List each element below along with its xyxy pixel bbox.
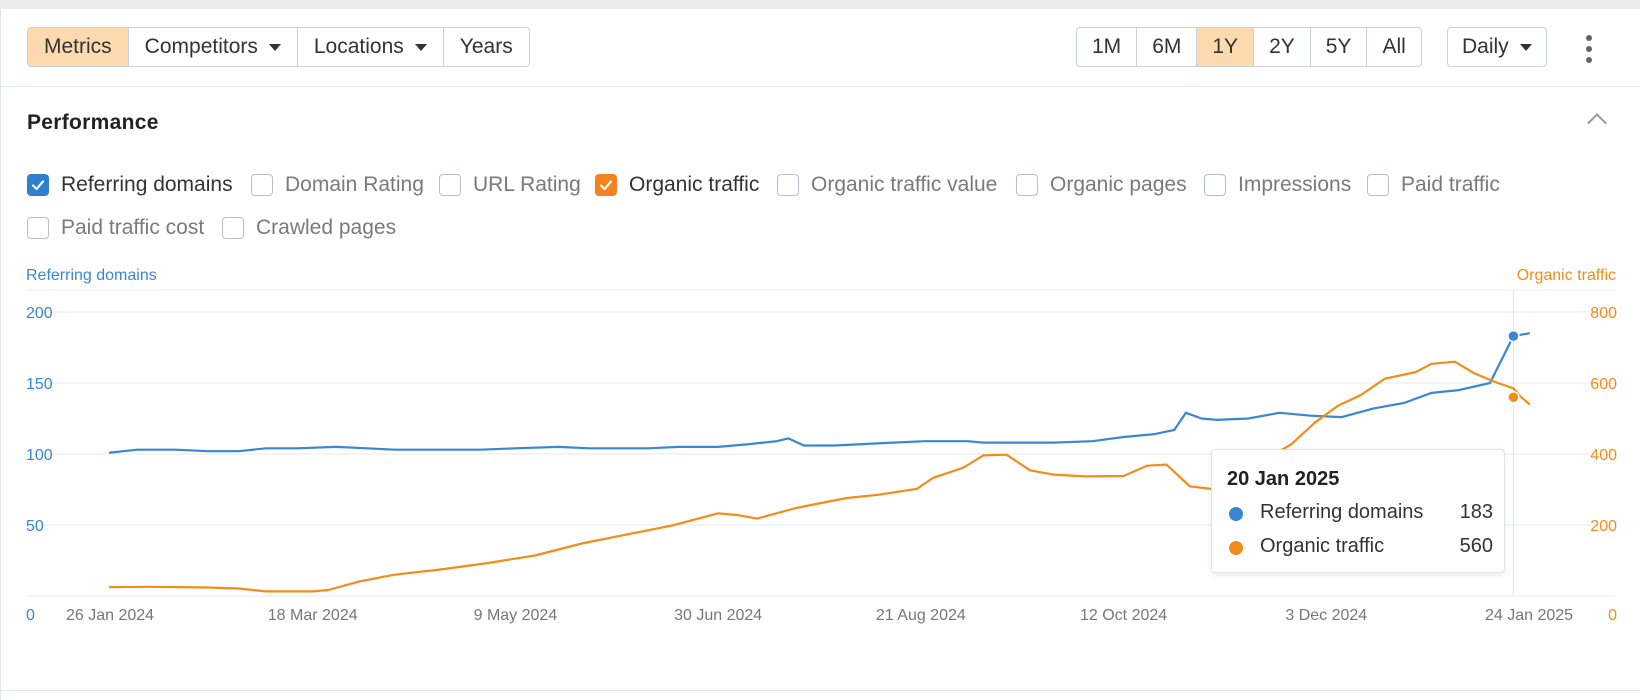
metric-checkbox-paid-traffic-cost[interactable]: Paid traffic cost: [27, 216, 204, 240]
tooltip-series-value: 560: [1459, 535, 1493, 557]
metric-label: Impressions: [1238, 173, 1352, 196]
metric-checkbox-domain-rating[interactable]: Domain Rating: [251, 173, 424, 197]
left-tick-label: 100: [26, 447, 53, 464]
tooltip-row-referring-domains: Referring domains 183: [1227, 501, 1493, 525]
metric-checkbox-crawled-pages[interactable]: Crawled pages: [222, 216, 396, 240]
view-tabs: Metrics Competitors Locations Years: [27, 27, 530, 67]
date-range-tabs: 1M 6M 1Y 2Y 5Y All: [1076, 27, 1422, 67]
tooltip-series-value: 183: [1459, 501, 1493, 523]
metric-checkbox-referring-domains[interactable]: Referring domains: [27, 173, 233, 197]
x-tick-label: 21 Aug 2024: [876, 607, 966, 624]
checkbox-icon: [595, 174, 617, 196]
series-line-referring-domains: [108, 332, 1531, 454]
range-all[interactable]: All: [1367, 28, 1420, 66]
range-1m[interactable]: 1M: [1077, 28, 1138, 66]
left-tick-label: 0: [26, 607, 35, 624]
kebab-menu-icon[interactable]: [1582, 35, 1596, 63]
chevron-down-icon: [414, 43, 427, 51]
checkbox-icon: [251, 174, 273, 196]
range-label: All: [1382, 35, 1406, 58]
hover-marker-organic-traffic: [1507, 390, 1520, 404]
metric-label: Paid traffic: [1401, 173, 1500, 196]
left-tick-label: 50: [26, 518, 44, 535]
performance-panel: Metrics Competitors Locations Years 1M 6M 1Y 2…: [0, 9, 1640, 700]
interval-select[interactable]: Daily: [1447, 27, 1547, 67]
series-line-organic-traffic: [108, 360, 1531, 593]
checkbox-icon: [1367, 174, 1389, 196]
left-tick-label: 150: [26, 376, 53, 393]
series-dot-icon: [1229, 541, 1243, 555]
tooltip-series-name: Organic traffic: [1260, 535, 1385, 557]
interval-label: Daily: [1462, 35, 1509, 58]
series-dot-icon: [1229, 507, 1243, 521]
checkbox-icon: [777, 174, 799, 196]
range-label: 6M: [1152, 35, 1182, 58]
hover-marker-referring-domains: [1507, 329, 1520, 343]
tooltip-series-name: Referring domains: [1260, 501, 1424, 523]
tab-locations[interactable]: Locations: [298, 28, 444, 66]
left-axis-title: Referring domains: [26, 267, 157, 284]
checkbox-icon: [27, 174, 49, 196]
checkbox-icon: [27, 217, 49, 239]
metric-label: Referring domains: [61, 173, 233, 196]
x-tick-label: 12 Oct 2024: [1080, 607, 1167, 624]
range-label: 1M: [1092, 35, 1122, 58]
checkbox-icon: [1204, 174, 1226, 196]
checkbox-icon: [1016, 174, 1038, 196]
metric-checkbox-impressions[interactable]: Impressions: [1204, 173, 1351, 197]
metric-checkbox-paid-traffic[interactable]: Paid traffic: [1367, 173, 1500, 197]
right-tick-label: 0: [1608, 607, 1617, 624]
metric-label: Organic traffic value: [811, 173, 998, 196]
metric-label: Paid traffic cost: [61, 216, 205, 239]
tab-years[interactable]: Years: [444, 28, 529, 66]
metric-label: Crawled pages: [256, 216, 397, 239]
tab-metrics[interactable]: Metrics: [28, 28, 129, 66]
tab-label: Years: [459, 35, 513, 58]
range-label: 5Y: [1325, 35, 1352, 58]
metric-label: Domain Rating: [285, 173, 424, 196]
chevron-down-icon: [268, 43, 281, 51]
divider: [1, 690, 1640, 691]
range-5y[interactable]: 5Y: [1311, 28, 1368, 66]
x-tick-label: 3 Dec 2024: [1285, 607, 1367, 624]
x-tick-label: 26 Jan 2024: [66, 607, 154, 624]
chart-tooltip: 20 Jan 2025 Referring domains 183 Organi…: [1211, 449, 1505, 573]
x-tick-label: 30 Jun 2024: [674, 607, 762, 624]
right-tick-label: 200: [1590, 518, 1617, 535]
metric-label: Organic pages: [1050, 173, 1187, 196]
checkbox-icon: [222, 217, 244, 239]
x-tick-label: 18 Mar 2024: [268, 607, 358, 624]
right-tick-label: 800: [1590, 305, 1617, 322]
interval-dropdown[interactable]: Daily: [1448, 28, 1546, 66]
metric-label: URL Rating: [473, 173, 581, 196]
range-1y[interactable]: 1Y: [1197, 28, 1255, 66]
right-tick-label: 600: [1590, 376, 1617, 393]
tooltip-date: 20 Jan 2025: [1227, 468, 1340, 490]
metric-label: Organic traffic: [629, 173, 760, 196]
metric-checkbox-organic-pages[interactable]: Organic pages: [1016, 173, 1187, 197]
tab-label: Metrics: [44, 35, 112, 58]
toolbar: Metrics Competitors Locations Years 1M 6M 1Y 2…: [1, 9, 1640, 87]
checkbox-icon: [439, 174, 461, 196]
left-tick-label: 200: [26, 305, 53, 322]
performance-chart[interactable]: 0 50 100 150 200 0 200 400 600 800 26 Jan 2024 18 M…: [1, 9, 1640, 700]
chevron-down-icon: [1519, 43, 1532, 51]
metric-checkbox-organic-traffic[interactable]: Organic traffic: [595, 173, 759, 197]
x-tick-label: 9 May 2024: [474, 607, 558, 624]
range-label: 2Y: [1269, 35, 1295, 58]
right-axis-title: Organic traffic: [1516, 267, 1616, 284]
x-tick-label: 24 Jan 2025: [1485, 607, 1573, 624]
range-6m[interactable]: 6M: [1137, 28, 1198, 66]
range-2y[interactable]: 2Y: [1254, 28, 1311, 66]
top-strip: [0, 0, 1640, 9]
tooltip-row-organic-traffic: Organic traffic 560: [1227, 535, 1493, 559]
section-title: Performance: [27, 111, 159, 134]
tab-label: Locations: [313, 35, 404, 58]
tab-label: Competitors: [144, 35, 258, 58]
range-label: 1Y: [1212, 35, 1239, 58]
right-tick-label: 400: [1590, 447, 1617, 464]
metric-checkbox-url-rating[interactable]: URL Rating: [439, 173, 581, 197]
tab-competitors[interactable]: Competitors: [129, 28, 298, 66]
metric-checkbox-organic-traffic-value[interactable]: Organic traffic value: [777, 173, 997, 197]
